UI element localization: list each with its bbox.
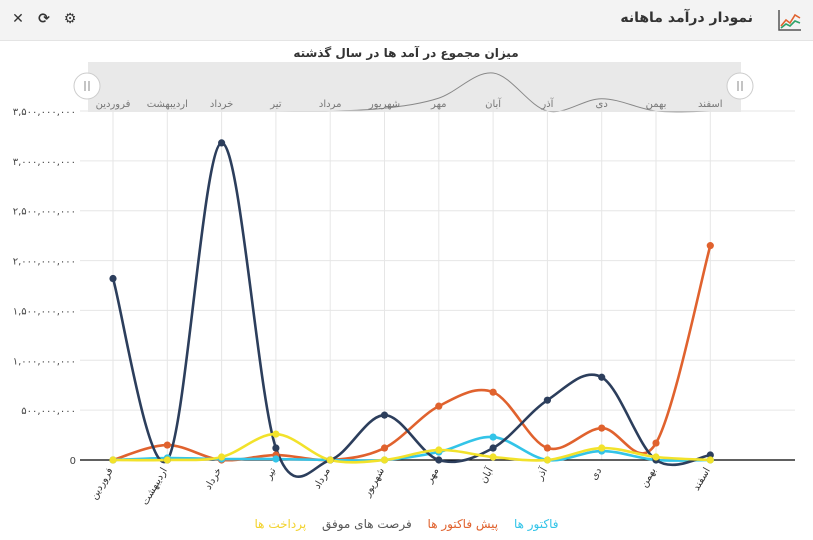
data-point[interactable]: [543, 456, 552, 464]
y-tick-label: ۱,۰۰۰,۰۰۰,۰۰۰: [13, 356, 76, 367]
y-tick-label: 0: [70, 456, 76, 467]
data-point[interactable]: [326, 456, 334, 464]
line-chart-logo-icon: [778, 10, 801, 31]
chart-title: میزان مجموع در آمد ها در سال گذشته: [293, 45, 518, 61]
data-point[interactable]: [380, 444, 389, 452]
navigator-handle-right[interactable]: [726, 72, 754, 100]
data-point[interactable]: [435, 402, 443, 410]
legend-item-preinvoices[interactable]: پیش فاکتور ها: [427, 517, 499, 531]
navigator-month-label: دی: [596, 99, 608, 110]
data-point[interactable]: [598, 444, 606, 452]
data-point[interactable]: [543, 444, 552, 452]
navigator-handle-left[interactable]: [73, 72, 101, 100]
x-tick-label: بهمن: [639, 466, 659, 490]
data-point[interactable]: [380, 411, 389, 419]
settings-icon[interactable]: ⚙: [63, 11, 77, 27]
data-point[interactable]: [652, 453, 660, 461]
series-line-2: [111, 141, 711, 478]
y-tick-label: ۳,۰۰۰,۰۰۰,۰۰۰: [13, 157, 76, 168]
y-tick-label: ۱,۵۰۰,۰۰۰,۰۰۰: [13, 306, 76, 317]
data-point[interactable]: [272, 430, 280, 438]
data-point[interactable]: [543, 396, 552, 404]
x-tick-label: آذر: [532, 464, 550, 483]
navigator-month-label: تیر: [269, 99, 282, 110]
window-tools: ✕ ⟳ ⚙: [10, 11, 78, 27]
data-point[interactable]: [706, 242, 714, 250]
y-tick-label: ۲,۰۰۰,۰۰۰,۰۰۰: [13, 257, 76, 268]
monthly-income-chart: میزان مجموع در آمد ها در سال گذشته 0 ۵۰۰,۰…: [13, 45, 795, 507]
y-tick-label: ۲,۵۰۰,۰۰۰,۰۰۰: [13, 207, 76, 218]
navigator-month-label: اردیبهشت: [147, 99, 188, 110]
x-tick-label: اسفند: [691, 466, 713, 493]
navigator-month-label: آبان: [485, 97, 502, 110]
chart-legend: فاکتور ها پیش فاکتور ها فرصت های موفق پر…: [0, 517, 813, 531]
x-tick-label: خرداد: [203, 466, 224, 492]
data-point[interactable]: [218, 453, 226, 461]
data-point[interactable]: [435, 456, 443, 464]
data-point[interactable]: [272, 455, 280, 463]
x-tick-label: آبان: [476, 464, 496, 485]
legend-item-opportunities[interactable]: فرصت های موفق: [321, 517, 412, 531]
data-point[interactable]: [706, 451, 714, 459]
page-title: نمودار درآمد ماهانه: [620, 10, 753, 26]
refresh-icon[interactable]: ⟳: [38, 11, 50, 27]
y-tick-label: ۵۰۰,۰۰۰,۰۰۰: [21, 406, 76, 417]
navigator-month-label: خرداد: [210, 99, 233, 110]
data-point[interactable]: [272, 444, 280, 452]
x-tick-label: دی: [589, 466, 605, 482]
chart-header: نمودار درآمد ماهانه ✕ ⟳ ⚙: [0, 0, 813, 41]
series-line-1: [112, 245, 712, 462]
y-tick-label: ۳,۵۰۰,۰۰۰,۰۰۰: [13, 107, 76, 118]
navigator-month-label: شهریور: [368, 99, 400, 110]
x-tick-label: تیر: [263, 466, 279, 482]
x-tick-label: مهر: [424, 466, 442, 486]
data-point[interactable]: [109, 274, 117, 283]
x-tick-label: اردیبهشت: [140, 466, 170, 507]
data-point[interactable]: [598, 373, 606, 381]
x-tick-label: شهریور: [361, 466, 387, 499]
data-point[interactable]: [435, 446, 443, 454]
data-point[interactable]: [598, 424, 606, 432]
navigator-month-label: آذر: [540, 97, 554, 110]
data-point[interactable]: [706, 456, 714, 464]
legend-item-invoices[interactable]: فاکتور ها: [513, 517, 559, 531]
navigator-month-label: بهمن: [646, 99, 667, 110]
data-point[interactable]: [489, 444, 497, 452]
data-point[interactable]: [163, 456, 171, 464]
legend-item-payments[interactable]: پرداخت ها: [254, 517, 307, 531]
x-tick-label: فروردین: [89, 466, 116, 502]
navigator-month-label: مهر: [430, 99, 446, 110]
data-point[interactable]: [489, 453, 497, 461]
data-point[interactable]: [489, 388, 497, 396]
data-point[interactable]: [218, 139, 226, 147]
data-point[interactable]: [163, 441, 171, 449]
navigator-month-label: مرداد: [319, 99, 342, 110]
data-point[interactable]: [109, 456, 117, 464]
navigator-month-label: اسفند: [698, 99, 722, 110]
navigator-month-label: فروردین: [96, 99, 131, 110]
data-point[interactable]: [380, 456, 389, 464]
close-icon[interactable]: ✕: [12, 11, 24, 27]
data-point[interactable]: [489, 433, 497, 441]
data-point[interactable]: [652, 439, 660, 447]
